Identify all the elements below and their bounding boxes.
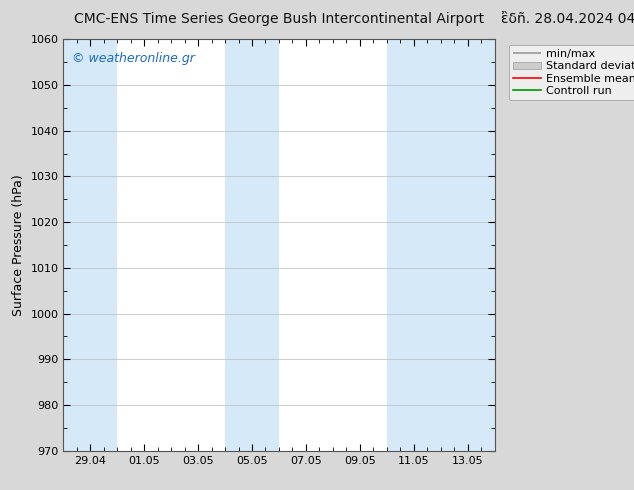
Legend: min/max, Standard deviation, Ensemble mean run, Controll run: min/max, Standard deviation, Ensemble me…	[508, 45, 634, 100]
Text: © weatheronline.gr: © weatheronline.gr	[72, 51, 195, 65]
Text: CMC-ENS Time Series George Bush Intercontinental Airport: CMC-ENS Time Series George Bush Intercon…	[74, 12, 484, 26]
Y-axis label: Surface Pressure (hPa): Surface Pressure (hPa)	[12, 174, 25, 316]
Bar	[387, 39, 441, 451]
Bar	[63, 39, 117, 451]
Text: ἒδñ. 28.04.2024 04 UTC: ἒδñ. 28.04.2024 04 UTC	[501, 12, 634, 26]
Bar	[441, 39, 495, 451]
Bar	[225, 39, 279, 451]
